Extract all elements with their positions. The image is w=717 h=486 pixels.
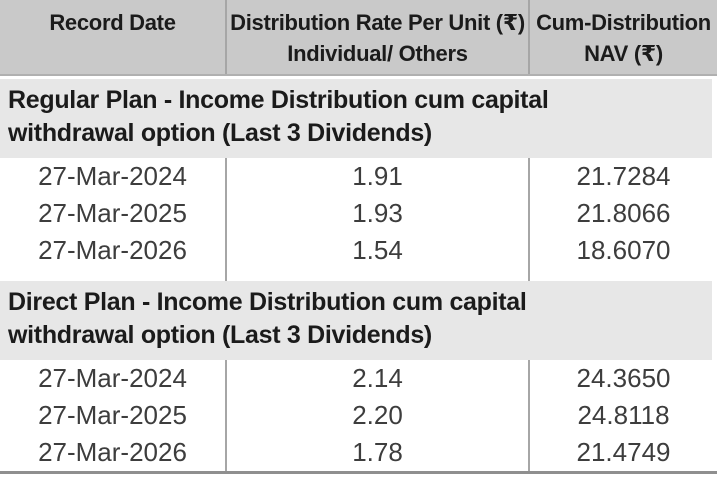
dividend-history-table: Record Date Distribution Rate Per Unit (… (0, 0, 717, 474)
nav-cell: 21.7284 (576, 161, 671, 191)
record-date-cell: 27-Mar-2026 (38, 437, 187, 467)
section-title-direct-plan: Direct Plan - Income Distribution cum ca… (0, 281, 712, 360)
nav-cell: 21.4749 (576, 437, 671, 467)
header-distribution-rate-line2: Individual/ Others (287, 41, 468, 66)
section-title-regular-plan: Regular Plan - Income Distribution cum c… (0, 79, 712, 158)
nav-cell: 18.6070 (576, 235, 671, 265)
row-spacer (0, 269, 717, 281)
header-cum-distribution-nav-line1: Cum-Distribution (536, 10, 711, 35)
record-date-cell: 27-Mar-2025 (38, 198, 187, 228)
table-row: 27-Mar-2024 1.91 21.7284 (0, 158, 717, 195)
header-distribution-rate-line1: Distribution Rate Per Unit (₹) (230, 10, 525, 35)
table-bottom-rule (0, 471, 717, 474)
rate-cell: 1.78 (225, 434, 530, 471)
record-date-cell: 27-Mar-2024 (38, 161, 187, 191)
section-title-line2: withdrawal option (Last 3 Dividends) (8, 321, 432, 349)
header-record-date: Record Date (49, 10, 176, 35)
table-row: 27-Mar-2024 2.14 24.3650 (0, 360, 717, 397)
section-title-line1: Direct Plan - Income Distribution cum ca… (8, 288, 527, 316)
header-cum-distribution-nav-line2: NAV (₹) (584, 41, 663, 66)
table-header-row: Record Date Distribution Rate Per Unit (… (0, 0, 717, 76)
section-title-line1: Regular Plan - Income Distribution cum c… (8, 86, 549, 114)
record-date-cell: 27-Mar-2026 (38, 235, 187, 265)
nav-cell: 21.8066 (576, 198, 671, 228)
nav-cell: 24.8118 (577, 400, 670, 430)
rate-cell: 1.91 (225, 158, 530, 195)
table-row: 27-Mar-2026 1.78 21.4749 (0, 434, 717, 471)
record-date-cell: 27-Mar-2024 (38, 363, 187, 393)
header-cum-distribution-nav: Cum-Distribution NAV (₹) (530, 0, 717, 74)
header-distribution-rate: Distribution Rate Per Unit (₹) Individua… (225, 0, 530, 74)
table-row: 27-Mar-2025 1.93 21.8066 (0, 195, 717, 232)
record-date-cell: 27-Mar-2025 (38, 400, 187, 430)
rate-cell: 2.20 (225, 397, 530, 434)
table-row: 27-Mar-2025 2.20 24.8118 (0, 397, 717, 434)
rate-cell: 1.93 (225, 195, 530, 232)
nav-cell: 24.3650 (576, 363, 671, 393)
table-row: 27-Mar-2026 1.54 18.6070 (0, 232, 717, 269)
rate-cell: 2.14 (225, 360, 530, 397)
section-title-line2: withdrawal option (Last 3 Dividends) (8, 119, 432, 147)
rate-cell: 1.54 (225, 232, 530, 269)
